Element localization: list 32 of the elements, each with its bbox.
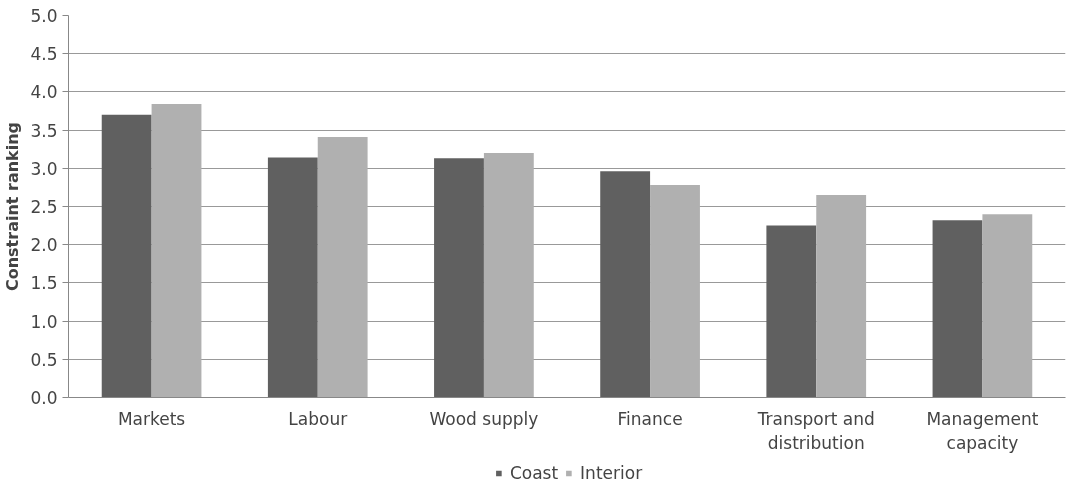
y-tick-label: 4.0 [30,82,58,103]
y-tick-label: 2.0 [30,235,58,256]
bar [317,136,368,398]
y-tick-label: 1.0 [30,311,58,332]
x-tick-label: Finance [617,408,683,429]
y-tick-label: 3.5 [30,120,58,141]
bar [600,171,651,398]
legend-label: Coast [509,463,559,483]
bar [483,153,534,398]
bar [932,220,983,398]
y-tick-label: 1.5 [30,273,58,294]
bar [267,157,318,398]
bar [434,158,484,398]
x-tick-label: Markets [117,408,186,429]
x-tick-label: Labour [288,408,348,429]
y-tick-label: 0.5 [30,349,58,370]
bar [101,114,152,398]
legend-label: Interior [580,463,643,483]
bar [982,214,1033,398]
bar [766,225,817,398]
x-tick-label: Management capacity [926,408,1039,453]
x-tick-label: Transport and distribution [756,408,875,453]
y-tick-label: 0.0 [30,388,58,408]
bar [816,195,867,398]
x-tick-label: Wood supply [429,408,539,429]
y-tick-label: 2.5 [30,197,58,217]
y-tick-label: 4.5 [30,44,58,65]
y-axis-title: Constraint ranking [3,121,23,292]
y-tick-label: 5.0 [30,6,58,26]
bar [151,104,202,398]
y-tick-label: 3.0 [30,158,58,179]
bar [650,185,700,398]
